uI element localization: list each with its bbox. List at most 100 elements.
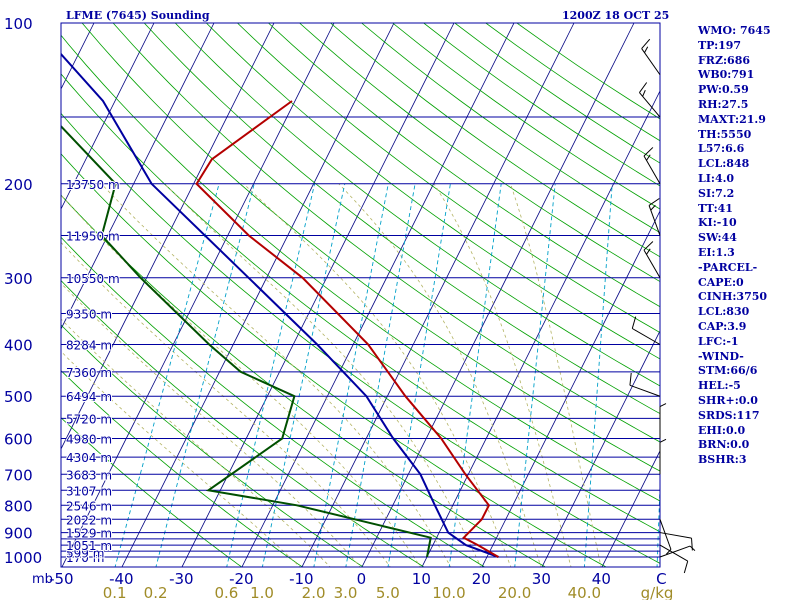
stat-item: HEL:-5: [698, 379, 741, 393]
wind-barb-half: [659, 403, 667, 407]
temperature-tick-label: -30: [169, 570, 194, 588]
isotherm-line: [241, 23, 515, 567]
temperature-tick-label: C: [656, 570, 666, 588]
isotherm-line: [541, 330, 660, 567]
height-label: 5720 m: [66, 412, 112, 426]
dry-adiabat-line: [174, 23, 660, 387]
height-label: 1529 m: [66, 527, 112, 541]
temperature-tick-label: -50: [49, 570, 74, 588]
mixing-ratio-label: 3.0: [334, 584, 358, 600]
pressure-tick-label: 300: [4, 270, 33, 288]
temperature-tick-label: 40: [592, 570, 611, 588]
mixing-ratio-label: 1.0: [250, 584, 274, 600]
pressure-tick-label: 500: [4, 388, 33, 406]
pressure-tick-label: 700: [4, 466, 33, 484]
height-label: 1051 m: [66, 539, 112, 553]
isotherm-line: [481, 210, 660, 567]
dry-adiabat-line: [299, 23, 660, 283]
stat-item: LCL:830: [698, 305, 750, 319]
stat-item: EI:1.3: [698, 245, 735, 259]
temperature-tick-label: 10: [412, 570, 431, 588]
plot-frame: [60, 22, 661, 568]
wind-barb: [631, 316, 661, 345]
temperature-tick-label: -40: [109, 570, 134, 588]
height-label: 4304 m: [66, 451, 112, 465]
wind-barb-staff: [632, 328, 661, 345]
wind-barb-staff: [659, 545, 691, 558]
chart-datetime: 1200Z 18 OCT 25: [562, 9, 670, 22]
wind-barb-full: [639, 82, 648, 93]
dry-adiabat-line: [237, 23, 660, 334]
mixing-ratio-label: 5.0: [376, 584, 400, 600]
dry-adiabat-line: [112, 23, 660, 443]
moist-adiabat-line: [61, 194, 421, 567]
stat-item: TP:197: [698, 38, 742, 52]
moist-adiabat-line: [61, 350, 301, 567]
mixing-ratio-label: 0.1: [103, 584, 127, 600]
stat-item: PW:0.59: [698, 83, 749, 97]
mixing-ratio-line: [514, 183, 556, 567]
wind-barb: [643, 147, 661, 185]
stat-item: FRZ:686: [698, 53, 751, 67]
wind-barb-full: [629, 372, 632, 386]
moist-adiabat-line: [338, 183, 542, 567]
wind-barb: [659, 519, 672, 555]
isotherm-line: [601, 450, 660, 567]
chart-title: LFME (7645) Sounding: [66, 9, 210, 22]
height-label: 11950 m: [66, 229, 120, 243]
wind-barb: [659, 544, 689, 574]
wind-barb: [659, 403, 667, 439]
pressure-tick-label: 600: [4, 431, 33, 449]
stats-panel: WMO: 7645 TP:197 FRZ:686 WB0:791 PW:0.59 RH:2…: [698, 24, 771, 468]
stat-item: CAPE:0: [698, 275, 744, 289]
stat-item: KI:-10: [698, 216, 737, 230]
wind-barb-full: [648, 198, 660, 206]
stat-item: WMO: 7645: [698, 24, 771, 37]
mixing-ratio-line: [345, 183, 416, 567]
stat-item: CAP:3.9: [698, 319, 747, 333]
temperature-curve: [195, 100, 499, 558]
wind-barb-half: [644, 46, 649, 53]
height-label: 2546 m: [66, 499, 112, 513]
wind-barb-half: [642, 89, 646, 97]
pressure-tick-label: 1000: [4, 549, 42, 567]
moist-adiabat-line: [61, 241, 391, 567]
mixing-ratio-line: [226, 183, 316, 567]
wind-barb-full: [641, 38, 651, 49]
isotherm-line: [0, 23, 34, 568]
mixing-ratio-line: [656, 474, 660, 567]
wind-barb-half: [665, 549, 672, 555]
dewpoint-curve: [61, 124, 432, 558]
stat-item: RH:27.5: [698, 97, 749, 111]
wind-barb: [643, 241, 661, 279]
pressure-tick-label: 900: [4, 525, 33, 543]
isotherm-line: [301, 23, 575, 567]
isotherm-line: [61, 23, 275, 450]
temperature-tick-label: 20: [472, 570, 491, 588]
wind-barb: [659, 438, 667, 475]
dry-adiabat-line: [268, 23, 660, 308]
wind-barb-staff: [629, 384, 661, 397]
grid-layer: [0, 23, 660, 568]
isotherm-line: [61, 23, 155, 210]
mixing-ratio-line: [387, 183, 451, 567]
dry-adiabat-line: [81, 23, 660, 472]
stat-item: SI:7.2: [698, 186, 735, 200]
mixing-ratio-label: 10.0: [432, 584, 465, 600]
stat-item: EHI:0.0: [698, 423, 746, 437]
wind-barb-half: [650, 204, 656, 211]
wind-barb-staff: [659, 519, 672, 550]
wind-barb-full: [691, 538, 693, 551]
mixing-ratio-label: 0.6: [214, 584, 238, 600]
temperature-tick-label: 0: [357, 570, 367, 588]
temperature-tick-label: 30: [532, 570, 551, 588]
mixing-ratio-line: [448, 183, 502, 567]
height-label: 10550 m: [66, 272, 120, 286]
mixing-ratio-label: 2.0: [302, 584, 326, 600]
stat-item: -WIND-: [698, 349, 744, 363]
stat-item: LCL:848: [698, 157, 750, 171]
wind-barb-staff: [641, 48, 661, 76]
mixing-ratio-line: [155, 183, 255, 567]
dry-adiabat-line: [143, 23, 660, 415]
pressure-tick-label: 100: [4, 15, 33, 33]
